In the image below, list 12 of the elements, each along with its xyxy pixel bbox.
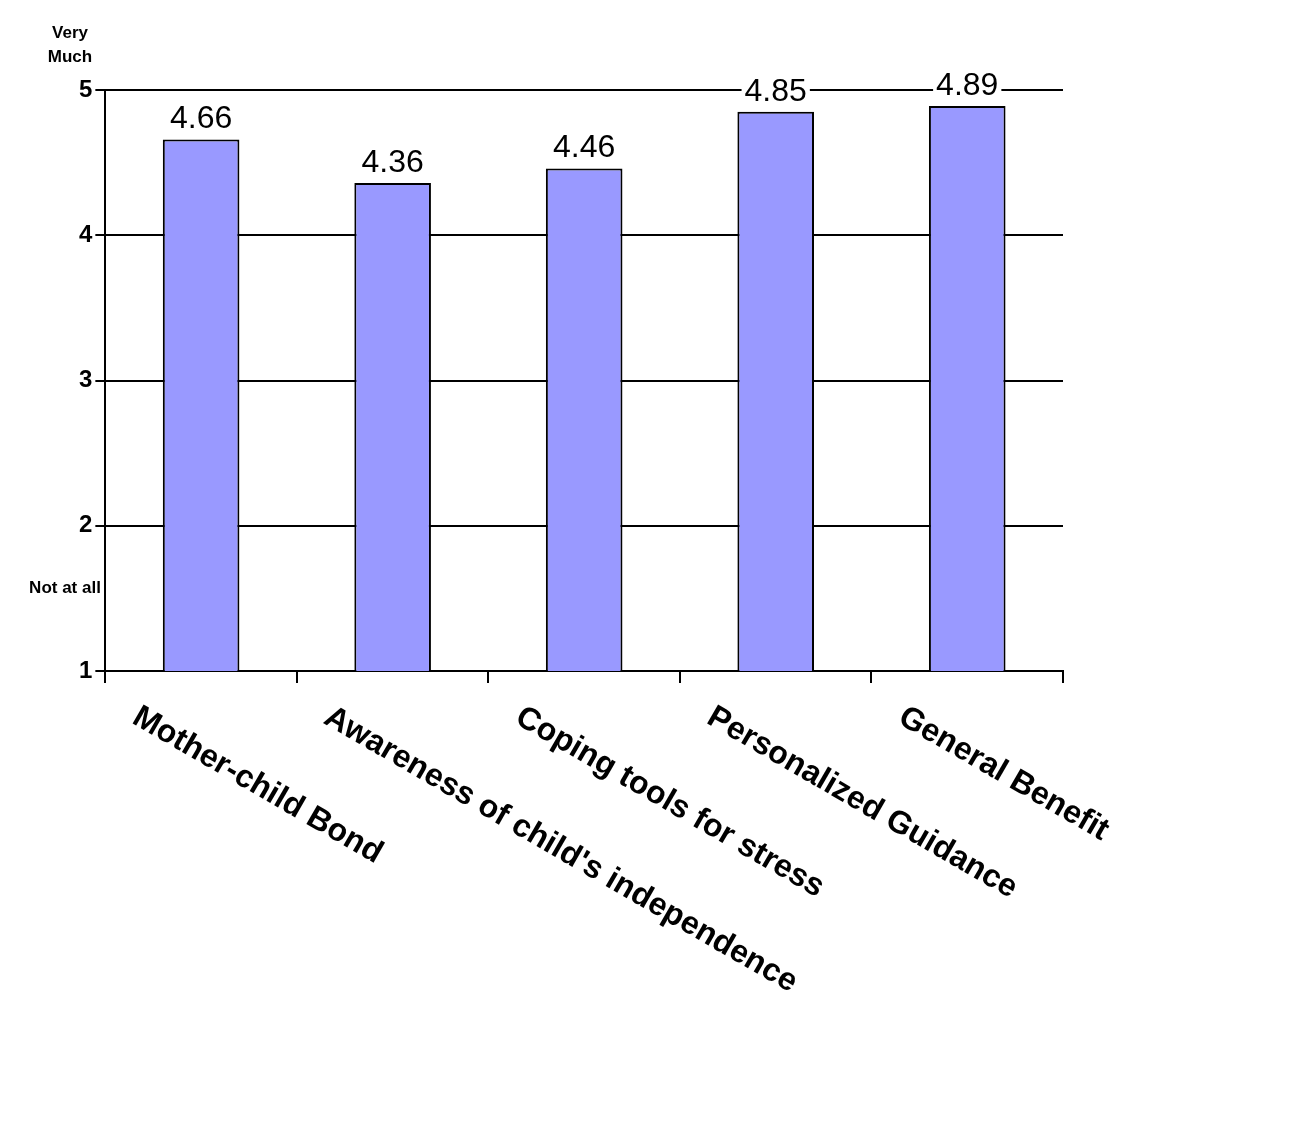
data-label: 4.89	[936, 65, 999, 102]
data-label: 4.85	[744, 71, 807, 108]
data-label: 4.46	[553, 128, 616, 165]
y-tick-label: 4	[78, 219, 93, 247]
y-tick-label: 3	[78, 365, 93, 393]
text: Not at all	[29, 577, 101, 597]
y-tick-label: 5	[78, 74, 93, 102]
y-tick-label: 2	[78, 510, 93, 538]
data-label: 4.66	[169, 99, 233, 136]
text: Very Much	[47, 23, 93, 67]
data-label: 4.36	[361, 142, 424, 179]
y-tick-label: 1	[78, 655, 93, 683]
